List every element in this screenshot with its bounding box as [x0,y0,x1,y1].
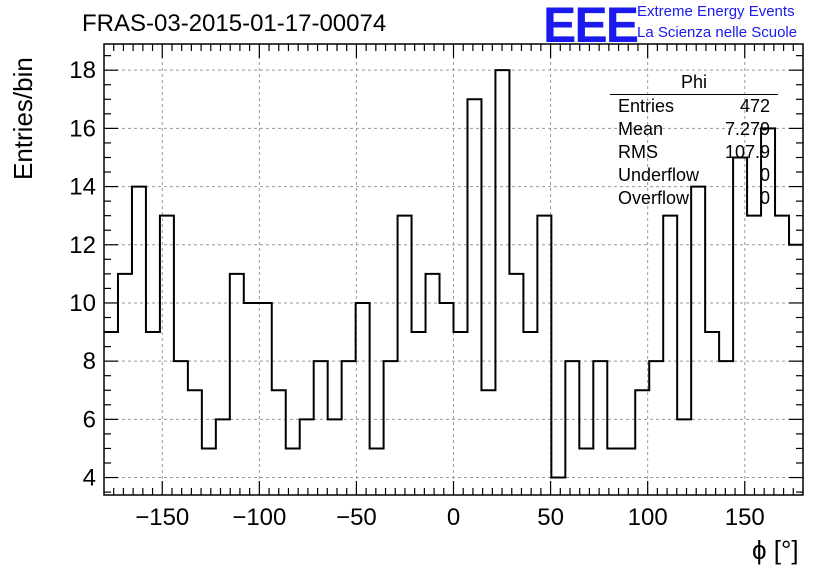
x-tick-label: 0 [447,504,460,531]
stats-box: Phi Entries 472 Mean 7.279 RMS 107.9 Und… [610,72,778,210]
y-tick-label: 12 [69,232,96,259]
x-tick-label: −150 [135,504,189,531]
stat-label: Underflow [618,165,700,185]
y-tick-label: 8 [83,348,96,375]
y-axis-label: Entries/bin [8,57,38,180]
y-tick-label: 6 [83,406,96,433]
histogram-series [104,69,803,479]
stat-value: 7.279 [724,119,770,139]
stat-label: Mean [618,119,664,139]
x-tick-label: −50 [336,504,377,531]
stat-row-overflow: Overflow 0 [610,187,778,210]
x-tick-label: 100 [628,504,668,531]
y-tick-label: 16 [69,115,96,142]
x-axis-label: ϕ [°] [752,535,799,565]
x-tick-label: −100 [232,504,286,531]
stat-row-entries: Entries 472 [610,95,778,118]
stat-row-mean: Mean 7.279 [610,118,778,141]
tick-labels: −150 −100 −50 0 50 100 150 4 6 8 10 12 14 16 18 [69,57,764,531]
brand-line-2: La Scienza nelle Scuole [637,24,798,41]
stat-row-rms: RMS 107.9 [610,141,778,164]
brand-line-1: Extreme Energy Events [637,3,795,20]
stats-title: Phi [610,72,778,95]
eee-logo: EEE [543,0,639,53]
axis-ticks [104,44,803,495]
stat-row-underflow: Underflow 0 [610,164,778,187]
stat-label: Entries [618,96,675,116]
y-tick-label: 14 [69,174,96,201]
stat-label: Overflow [618,188,690,208]
x-tick-label: 150 [725,504,765,531]
stat-value: 472 [739,96,770,116]
stat-value: 0 [759,165,770,185]
y-tick-label: 4 [83,465,96,492]
plot-title: FRAS-03-2015-01-17-00074 [82,10,387,37]
stat-value: 107.9 [724,142,770,162]
stat-value: 0 [759,188,770,208]
stat-label: RMS [618,142,658,162]
y-tick-label: 18 [69,57,96,84]
x-tick-label: 50 [537,504,564,531]
y-tick-label: 10 [69,290,96,317]
